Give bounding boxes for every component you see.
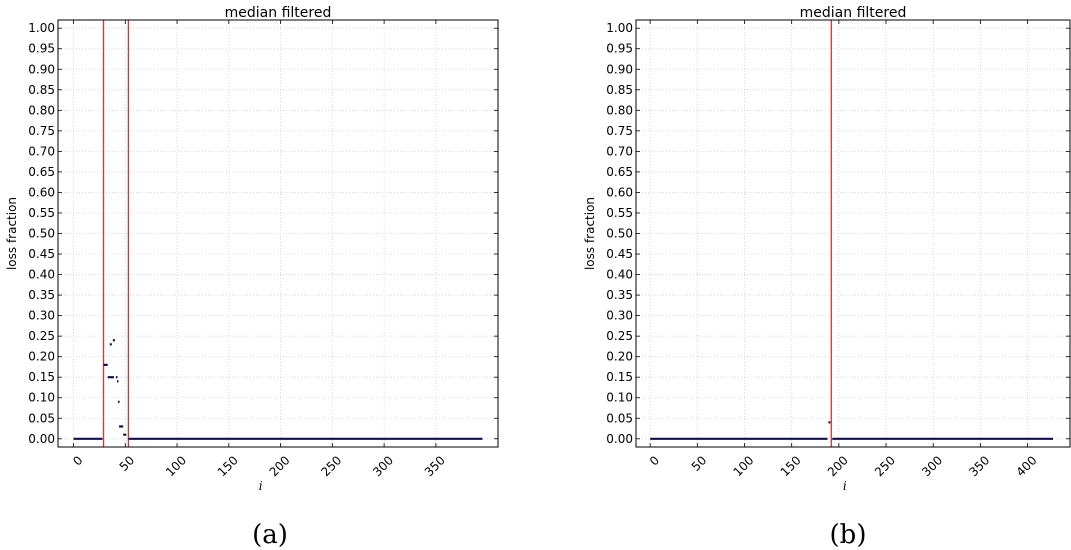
x-tick-label: 300 [370,453,396,479]
y-tick-label: 0.85 [28,83,55,97]
y-tick-label: 0.30 [606,309,633,323]
x-tick-label: 300 [919,453,945,479]
y-tick-label: 0.20 [606,350,633,364]
y-tick-label: 0.50 [606,227,633,241]
y-tick-label: 0.10 [606,391,633,405]
x-tick-label: 200 [825,453,851,479]
y-tick-label: 0.70 [606,144,633,158]
y-tick-label: 0.40 [28,268,55,282]
x-tick-label: 150 [215,453,241,479]
panel-caption: (a) [252,520,288,550]
x-tick-label: 150 [778,453,804,479]
chart-title: median filtered [225,5,332,21]
x-tick-label: 400 [1014,453,1040,479]
x-tick-label: 50 [117,453,138,474]
x-tick-label: 350 [422,453,448,479]
chart-title: median filtered [800,5,907,21]
x-axis-label: i [259,479,263,493]
plot-frame [57,19,499,448]
x-tick-label: 50 [689,453,710,474]
x-axis-label: i [843,479,847,493]
panel-b: 0.00 0.05 0.10 0.15 0.20 0.25 0.30 0.35 0.40 0.45… [583,5,1071,550]
x-tick-label: 200 [267,453,293,479]
x-tick-label: 250 [872,453,898,479]
y-tick-label: 0.25 [606,329,633,343]
y-tick-label: 0.90 [28,62,55,76]
y-tick-label: 0.65 [606,165,633,179]
y-tick-label: 0.60 [28,185,55,199]
y-tick-label: 0.85 [606,83,633,97]
x-tick-label: 350 [966,453,992,479]
y-tick-label: 0.30 [28,309,55,323]
y-tick-label: 0.40 [606,268,633,282]
y-tick-label: 0.75 [606,124,633,138]
y-tick-label: 0.05 [606,411,633,425]
panel-caption: (b) [830,520,867,550]
y-tick-label: 1.00 [606,21,633,35]
y-tick-label: 0.75 [28,124,55,138]
y-axis-label: loss fraction [5,197,19,270]
y-tick-label: 0.45 [28,247,55,261]
y-tick-label: 0.45 [606,247,633,261]
y-tick-label: 0.55 [28,206,55,220]
x-tick-label: 250 [318,453,344,479]
y-tick-label: 0.55 [606,206,633,220]
y-tick-label: 0.15 [606,370,633,384]
y-tick-label: 0.80 [606,103,633,117]
y-tick-label: 0.25 [28,329,55,343]
y-tick-label: 0.95 [28,42,55,56]
x-tick-label: 100 [163,453,189,479]
y-tick-label: 0.80 [28,103,55,117]
x-tick-label: 100 [730,453,756,479]
y-tick-label: 0.35 [28,288,55,302]
y-tick-label: 0.15 [28,370,55,384]
y-tick-label: 0.65 [28,165,55,179]
y-tick-label: 0.00 [28,432,55,446]
y-tick-label: 0.70 [28,144,55,158]
plot-frame [635,19,1071,448]
y-tick-label: 0.00 [606,432,633,446]
y-tick-label: 0.35 [606,288,633,302]
y-tick-label: 0.95 [606,42,633,56]
y-tick-label: 0.10 [28,391,55,405]
y-tick-label: 0.20 [28,350,55,364]
y-tick-label: 0.05 [28,411,55,425]
y-axis-label: loss fraction [583,197,597,270]
x-tick-label: 0 [647,453,662,468]
y-tick-label: 1.00 [28,21,55,35]
y-tick-label: 0.50 [28,227,55,241]
y-tick-label: 0.90 [606,62,633,76]
x-tick-label: 0 [70,453,85,468]
y-tick-label: 0.60 [606,185,633,199]
panel-a: 0.00 0.05 0.10 0.15 0.20 0.25 0.30 0.35 0.40 0.45… [5,5,499,550]
